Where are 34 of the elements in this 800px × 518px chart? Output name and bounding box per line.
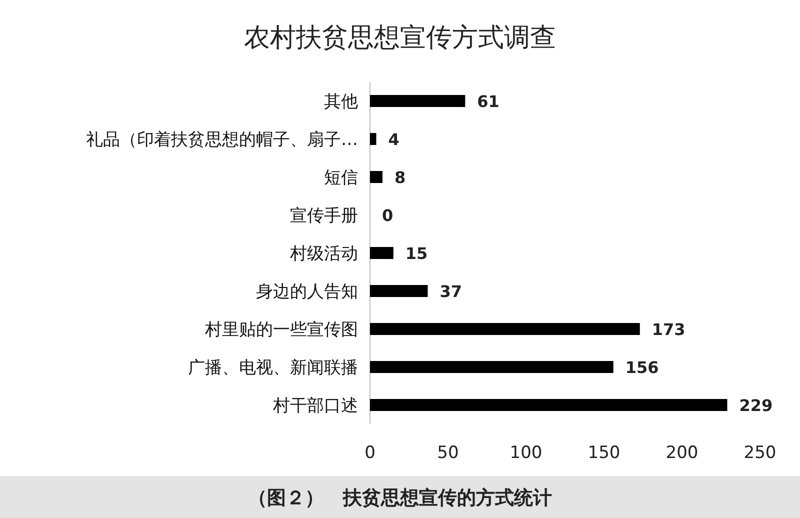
y-tick-label: 村级活动: [289, 244, 358, 264]
bar: [370, 95, 466, 107]
x-tick-label: 250: [744, 443, 776, 463]
bar: [370, 361, 614, 373]
x-tick-label: 200: [666, 443, 698, 463]
bar: [370, 133, 376, 145]
data-label: 61: [477, 92, 500, 111]
data-label: 173: [652, 320, 686, 339]
bar: [370, 171, 382, 183]
bar: [370, 399, 728, 411]
data-label: 8: [394, 168, 406, 187]
data-label: 15: [405, 244, 428, 263]
data-label: 229: [739, 396, 773, 415]
data-label: 4: [388, 130, 400, 149]
chart-title: 农村扶贫思想宣传方式调查: [244, 23, 556, 53]
y-tick-label: 宣传手册: [290, 206, 358, 226]
y-tick-label: 礼品（印着扶贫思想的帽子、扇子…: [86, 130, 358, 150]
data-label: 0: [382, 206, 394, 225]
y-tick-label: 身边的人告知: [256, 282, 358, 302]
y-tick-label: 村干部口述: [272, 396, 358, 416]
bar: [370, 247, 394, 259]
y-tick-label: 短信: [324, 168, 358, 188]
data-label: 37: [440, 282, 462, 301]
x-tick-label: 50: [437, 443, 459, 463]
x-tick-label: 150: [588, 443, 620, 463]
y-tick-label: 其他: [324, 92, 358, 112]
data-label: 156: [625, 358, 659, 377]
bar: [370, 285, 428, 297]
text: （图２） 扶贫思想宣传的方式统计: [248, 487, 552, 509]
x-tick-label: 0: [364, 443, 376, 463]
x-tick-label: 100: [510, 443, 542, 463]
y-tick-label: 村里贴的一些宣传图: [204, 320, 358, 340]
y-tick-label: 广播、电视、新闻联播: [188, 358, 358, 378]
bar: [370, 323, 640, 335]
